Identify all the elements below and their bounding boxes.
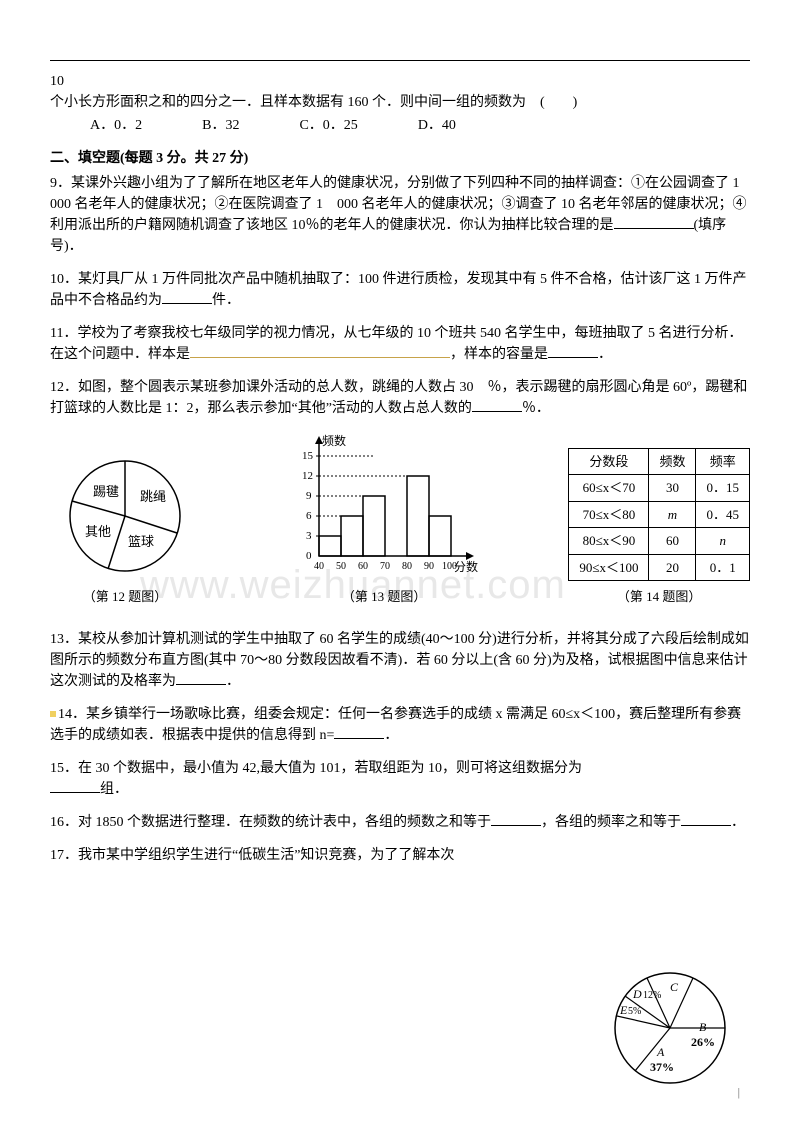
svg-text:C: C xyxy=(670,980,679,994)
q15-blank xyxy=(50,779,100,793)
question-9: 9．某课外兴趣小组为了了解所在地区老年人的健康状况，分别做了下列四种不同的抽样调… xyxy=(50,173,750,257)
q15-tail: 组． xyxy=(100,782,128,797)
svg-text:E: E xyxy=(619,1003,628,1017)
q16-text-a: 16．对 1850 个数据进行整理．在频数的统计表中，各组的频数之和等于 xyxy=(50,815,491,830)
q8-options: A．0．2 B．32 C．0．25 D．40 xyxy=(50,115,750,136)
q11-blank-1 xyxy=(190,344,450,358)
marker-icon xyxy=(50,711,56,717)
q8-pre: 10 xyxy=(50,71,750,92)
caption-14: （第 14 题图） xyxy=(617,587,702,607)
question-15: 15．在 30 个数据中，最小值为 42,最大值为 101，若取组距为 10，则… xyxy=(50,758,750,800)
svg-text:70: 70 xyxy=(380,561,390,572)
footer-mark: | xyxy=(738,1083,740,1101)
question-10: 10．某灯具厂从 1 万件同批次产品中随机抽取了：100 件进行质检，发现其中有… xyxy=(50,269,750,311)
q12-blank xyxy=(472,398,522,412)
q11-text-b: ，样本的容量是 xyxy=(450,347,548,362)
q14-text: 14．某乡镇举行一场歌咏比赛，组委会规定：任何一名参赛选手的成绩 x 需满足 6… xyxy=(50,707,741,743)
table-row: 分数段 频数 频率 xyxy=(569,448,750,475)
q16-blank-1 xyxy=(491,812,541,826)
svg-text:15: 15 xyxy=(302,450,314,462)
opt-c: C．0．25 xyxy=(299,115,357,136)
svg-text:6: 6 xyxy=(306,510,312,522)
caption-12: （第 12 题图） xyxy=(83,587,168,607)
svg-text:40: 40 xyxy=(314,561,324,572)
table-row: 70≤x＜80m0．45 xyxy=(569,501,750,528)
svg-text:0: 0 xyxy=(306,550,312,562)
q15-text: 15．在 30 个数据中，最小值为 42,最大值为 101，若取组距为 10，则… xyxy=(50,761,582,776)
header-rule xyxy=(50,60,750,61)
q13-blank xyxy=(176,671,226,685)
histogram-13-svg: 频数 分数 0 3 6 9 12 15 xyxy=(284,431,484,581)
q9-blank xyxy=(614,215,694,229)
svg-text:A: A xyxy=(656,1045,665,1059)
svg-text:60: 60 xyxy=(358,561,368,572)
svg-text:80: 80 xyxy=(402,561,412,572)
opt-a: A．0．2 xyxy=(90,115,142,136)
question-16: 16．对 1850 个数据进行整理．在频数的统计表中，各组的频数之和等于 ，各组的… xyxy=(50,812,750,833)
svg-text:B: B xyxy=(699,1020,707,1034)
q10-tail: 件． xyxy=(212,293,240,308)
svg-text:分数: 分数 xyxy=(454,559,478,574)
svg-text:跳绳: 跳绳 xyxy=(140,489,166,504)
svg-text:篮球: 篮球 xyxy=(128,534,154,549)
th: 分数段 xyxy=(569,448,649,475)
q16-text-b: ，各组的频率之和等于 xyxy=(541,815,681,830)
svg-text:5%: 5% xyxy=(628,1006,641,1017)
table-row: 90≤x＜100200．1 xyxy=(569,554,750,581)
question-8-cont: 10 个小长方形面积之和的四分之一．且样本数据有 160 个．则中间一组的频数为… xyxy=(50,71,750,136)
opt-b: B．32 xyxy=(202,115,239,136)
table-row: 60≤x＜70300．15 xyxy=(569,475,750,502)
svg-text:50: 50 xyxy=(336,561,346,572)
q10-text: 10．某灯具厂从 1 万件同批次产品中随机抽取了：100 件进行质检，发现其中有… xyxy=(50,272,747,308)
q16-blank-2 xyxy=(681,812,731,826)
pie-17-svg: C D12% E5% B 26% A 37% xyxy=(595,956,745,1091)
q8-text: 个小长方形面积之和的四分之一．且样本数据有 160 个．则中间一组的频数为 ( … xyxy=(50,92,750,113)
question-13: 13．某校从参加计算机测试的学生中抽取了 60 名学生的成绩(40～100 分)… xyxy=(50,629,750,692)
svg-text:26%: 26% xyxy=(691,1035,715,1049)
svg-text:其他: 其他 xyxy=(85,524,111,539)
q17-text: 17．我市某中学组织学生进行“低碳生活”知识竞赛，为了了解本次 xyxy=(50,848,454,863)
section-2-title: 二、填空题(每题 3 分。共 27 分) xyxy=(50,148,750,169)
figures-row: 踢毽 跳绳 其他 篮球 （第 12 题图） 频数 分数 0 3 6 9 12 1… xyxy=(50,431,750,607)
svg-text:踢毽: 踢毽 xyxy=(93,484,119,499)
q13-text: 13．某校从参加计算机测试的学生中抽取了 60 名学生的成绩(40～100 分)… xyxy=(50,632,749,689)
q11-blank-2 xyxy=(548,344,598,358)
question-12: 12．如图，整个圆表示某班参加课外活动的总人数，跳绳的人数占 30 ％，表示踢毽… xyxy=(50,377,750,419)
svg-text:90: 90 xyxy=(424,561,434,572)
svg-text:12%: 12% xyxy=(643,990,661,1001)
question-14: 14．某乡镇举行一场歌咏比赛，组委会规定：任何一名参赛选手的成绩 x 需满足 6… xyxy=(50,704,750,746)
question-17: 17．我市某中学组织学生进行“低碳生活”知识竞赛，为了了解本次 xyxy=(50,845,520,866)
question-11: 11．学校为了考察我校七年级同学的视力情况，从七年级的 10 个班共 540 名… xyxy=(50,323,750,365)
figure-12: 踢毽 跳绳 其他 篮球 （第 12 题图） xyxy=(50,451,200,607)
q10-blank xyxy=(162,290,212,304)
caption-13: （第 13 题图） xyxy=(342,587,427,607)
svg-text:频数: 频数 xyxy=(322,433,346,448)
page-content: 10 个小长方形面积之和的四分之一．且样本数据有 160 个．则中间一组的频数为… xyxy=(50,60,750,866)
q12-tail: ％． xyxy=(522,401,550,416)
svg-text:100: 100 xyxy=(442,561,457,572)
table-14: 分数段 频数 频率 60≤x＜70300．15 70≤x＜80m0．45 80≤… xyxy=(568,448,750,582)
th: 频率 xyxy=(696,448,750,475)
svg-text:3: 3 xyxy=(306,530,312,542)
pie-12-svg: 踢毽 跳绳 其他 篮球 xyxy=(50,451,200,581)
q12-text: 12．如图，整个圆表示某班参加课外活动的总人数，跳绳的人数占 30 ％，表示踢毽… xyxy=(50,380,747,416)
svg-text:9: 9 xyxy=(306,490,312,502)
opt-d: D．40 xyxy=(418,115,456,136)
figure-14: 分数段 频数 频率 60≤x＜70300．15 70≤x＜80m0．45 80≤… xyxy=(568,448,750,607)
figure-13: 频数 分数 0 3 6 9 12 15 xyxy=(284,431,484,607)
table-row: 80≤x＜9060n xyxy=(569,528,750,555)
svg-text:12: 12 xyxy=(302,470,313,482)
svg-text:D: D xyxy=(632,987,642,1001)
th: 频数 xyxy=(649,448,696,475)
q14-blank xyxy=(334,725,384,739)
svg-text:37%: 37% xyxy=(650,1060,674,1074)
